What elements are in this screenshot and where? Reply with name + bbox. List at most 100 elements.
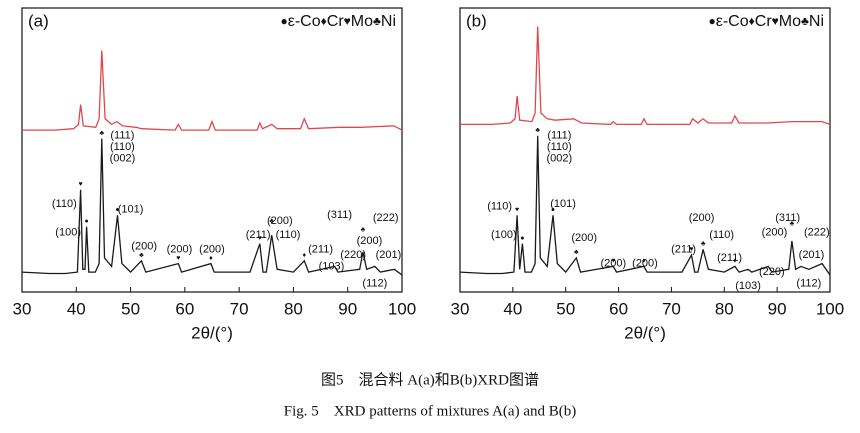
legend-label: Cr: [327, 13, 345, 30]
peak-marker: ♦: [733, 258, 737, 265]
x-tick-label: 60: [609, 299, 628, 318]
peak-label: (200): [600, 258, 626, 270]
peak-label: (211): [717, 252, 742, 264]
x-tick-label: 30: [451, 299, 470, 318]
x-axis-label: 2θ/(°): [191, 323, 233, 342]
peak-label: (101): [550, 198, 576, 210]
peak-label: (110): [547, 141, 572, 153]
peak-marker: ♥: [176, 255, 180, 262]
peak-label: (200): [131, 240, 157, 252]
peak-label: (110): [110, 141, 135, 153]
legend-symbol: ♥: [772, 14, 779, 28]
legend-label: Ni: [809, 13, 824, 30]
panel-label: (b): [466, 11, 487, 30]
peak-label: (311): [327, 209, 352, 221]
xrd-line: [459, 135, 831, 276]
peak-label: (220): [759, 266, 785, 278]
peak-label: (002): [547, 152, 573, 164]
x-tick-label: 90: [768, 299, 787, 318]
peak-marker: ♥: [611, 258, 615, 265]
peak-label: (211): [308, 243, 333, 255]
peak-marker: ♦: [209, 255, 213, 262]
peak-marker: ♥: [689, 246, 693, 253]
peak-label: (201): [376, 249, 402, 261]
x-tick-label: 80: [715, 299, 734, 318]
plot-frame: [459, 7, 831, 293]
plot-frame: [21, 7, 403, 293]
peak-label: (002): [110, 152, 136, 164]
peak-marker: ♣: [139, 252, 144, 259]
peak-marker: ♦: [642, 258, 646, 265]
x-tick-label: 80: [284, 299, 303, 318]
legend-label: Ni: [381, 13, 396, 30]
peak-label: (101): [118, 204, 144, 216]
peak-label: (220): [340, 249, 366, 261]
legend-symbol: ♦: [321, 14, 327, 28]
peak-label: (200): [167, 243, 193, 255]
x-tick-label: 50: [121, 299, 140, 318]
x-tick-label: 40: [503, 299, 522, 318]
peak-marker: ♦: [302, 252, 306, 259]
x-tick-label: 60: [175, 299, 194, 318]
legend-symbol: ♣: [373, 14, 381, 28]
peak-marker: ♣: [269, 218, 274, 225]
peak-label: (200): [762, 226, 788, 238]
peak-label: (111): [110, 130, 134, 142]
peak-label: (200): [199, 243, 225, 255]
peak-label: (200): [571, 232, 597, 244]
peak-label: (200): [267, 215, 293, 227]
peak-marker: ●: [115, 206, 119, 213]
peak-label: (110): [487, 201, 512, 213]
legend-symbol: ●: [280, 14, 287, 28]
peak-label: (311): [775, 212, 800, 224]
x-tick-label: 70: [230, 299, 249, 318]
peak-label: (112): [362, 277, 387, 289]
legend-symbol: ♣: [801, 14, 809, 28]
caption-en: Fig. 5 XRD patterns of mixtures A(a) and…: [284, 403, 576, 419]
xrd-line: [22, 50, 403, 131]
peak-label: (211): [246, 229, 271, 241]
x-tick-label: 90: [338, 299, 357, 318]
peak-marker: ♣: [100, 130, 105, 137]
x-axis-label: 2θ/(°): [624, 323, 666, 342]
x-tick-label: 100: [388, 299, 416, 318]
peak-label: (211): [671, 243, 696, 255]
legend-label: Mo: [351, 13, 373, 30]
peak-marker: ●: [520, 235, 524, 242]
peak-label: (200): [689, 212, 715, 224]
x-tick-label: 50: [556, 299, 575, 318]
peak-marker: ♣: [574, 249, 579, 256]
peak-marker: ♣: [701, 241, 706, 248]
legend-symbol: ●: [708, 14, 715, 28]
peak-label: (222): [804, 226, 830, 238]
peak-label: (112): [796, 277, 821, 289]
peak-marker: ♥: [258, 235, 262, 242]
xrd-line: [21, 138, 403, 276]
legend: ●ε-Co♦Cr♥Mo♣Ni: [708, 13, 824, 30]
legend-symbol: ♥: [344, 14, 351, 28]
peak-marker: ♥: [515, 206, 519, 213]
peak-marker: ●: [84, 218, 88, 225]
x-tick-label: 40: [67, 299, 86, 318]
peak-label: (222): [373, 212, 399, 224]
peak-label: (111): [547, 130, 571, 142]
legend-symbol: ♦: [749, 14, 755, 28]
legend-label: ε-Co: [716, 13, 749, 30]
caption-zh: 图5 混合料 A(a)和B(b)XRD图谱: [321, 371, 539, 388]
legend-label: Mo: [779, 13, 801, 30]
peak-label: (100): [491, 229, 517, 241]
peak-label: (110): [52, 198, 77, 210]
peak-marker: ♣: [361, 226, 366, 233]
panel-label: (a): [28, 11, 49, 30]
legend: ●ε-Co♦Cr♥Mo♣Ni: [280, 13, 396, 30]
legend-label: ε-Co: [288, 13, 321, 30]
peak-label: (201): [799, 249, 825, 261]
legend-label: Cr: [755, 13, 773, 30]
peak-label: (103): [735, 280, 761, 292]
peak-marker: ♣: [535, 127, 540, 134]
peak-label: (103): [319, 260, 345, 272]
peak-label: (200): [357, 235, 383, 247]
peak-label: (200): [632, 258, 658, 270]
x-tick-label: 30: [13, 299, 32, 318]
